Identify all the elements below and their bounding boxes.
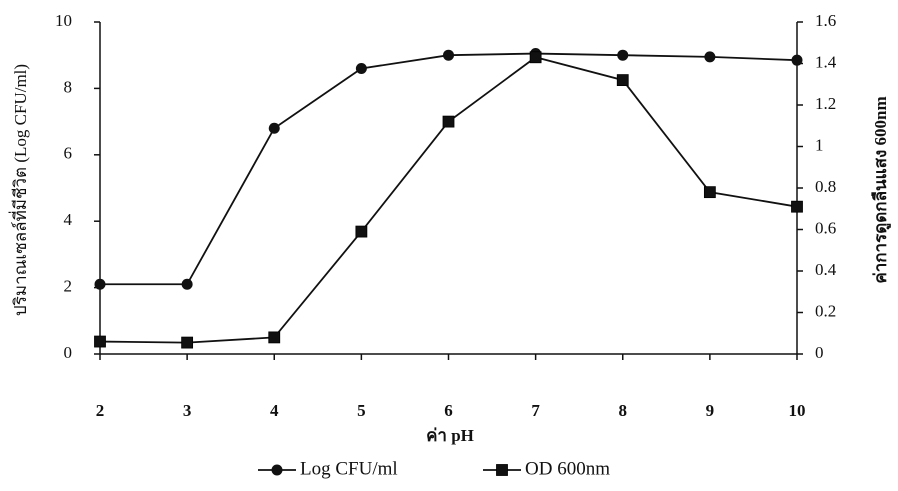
y2-tick-label: 0 [815, 343, 824, 362]
data-point [442, 115, 455, 128]
data-point [703, 186, 716, 199]
y2-tick-label: 1.4 [815, 52, 837, 71]
x-tick-label: 2 [96, 401, 105, 420]
x-tick-label: 3 [183, 401, 192, 420]
data-point [181, 336, 194, 349]
x-tick-label: 6 [444, 401, 453, 420]
series-line [99, 56, 798, 344]
data-point [791, 200, 803, 213]
y2-tick-label: 0.6 [815, 218, 836, 237]
data-point [268, 122, 280, 134]
x-tick-label: 9 [706, 401, 715, 420]
legend-label: OD 600nm [525, 458, 610, 479]
y2-tick-label: 1.2 [815, 94, 836, 113]
data-point [617, 49, 629, 61]
data-point [443, 49, 454, 61]
data-point [94, 335, 106, 348]
y2-axis-label: ค่าการดูดกลืนแสง 600nm [870, 96, 892, 283]
x-tick-label: 4 [270, 401, 279, 420]
data-point [704, 51, 716, 63]
data-point [616, 74, 629, 86]
y-tick-label: 6 [64, 144, 73, 163]
y2-tick-label: 1 [815, 135, 824, 154]
x-tick-label: 10 [789, 401, 806, 420]
data-point [355, 62, 367, 74]
legend-label: Log CFU/ml [300, 458, 398, 479]
y-tick-label: 10 [55, 11, 72, 30]
data-point [181, 278, 193, 290]
x-axis-label: ค่า pH [426, 426, 474, 445]
data-point [94, 278, 106, 290]
data-point [791, 54, 803, 66]
data-point [268, 331, 281, 344]
y-tick-label: 8 [64, 77, 73, 96]
x-tick-label: 7 [531, 401, 540, 420]
y-tick-label: 4 [64, 210, 73, 229]
y2-tick-label: 0.2 [815, 301, 836, 320]
y-axis-label: ปริมาณเซลล์ที่มีชีวิต (Log CFU/ml) [8, 64, 30, 316]
x-tick-label: 8 [619, 401, 628, 420]
y-tick-label: 2 [64, 277, 73, 296]
x-tick-label: 5 [357, 401, 366, 420]
data-point [529, 51, 542, 64]
data-point [355, 225, 368, 238]
y2-tick-label: 0.8 [815, 177, 836, 196]
legend-marker [496, 464, 508, 476]
y-tick-label: 0 [64, 343, 73, 362]
y2-tick-label: 1.6 [815, 11, 836, 30]
y2-tick-label: 0.4 [815, 260, 837, 279]
legend-marker [271, 464, 283, 476]
